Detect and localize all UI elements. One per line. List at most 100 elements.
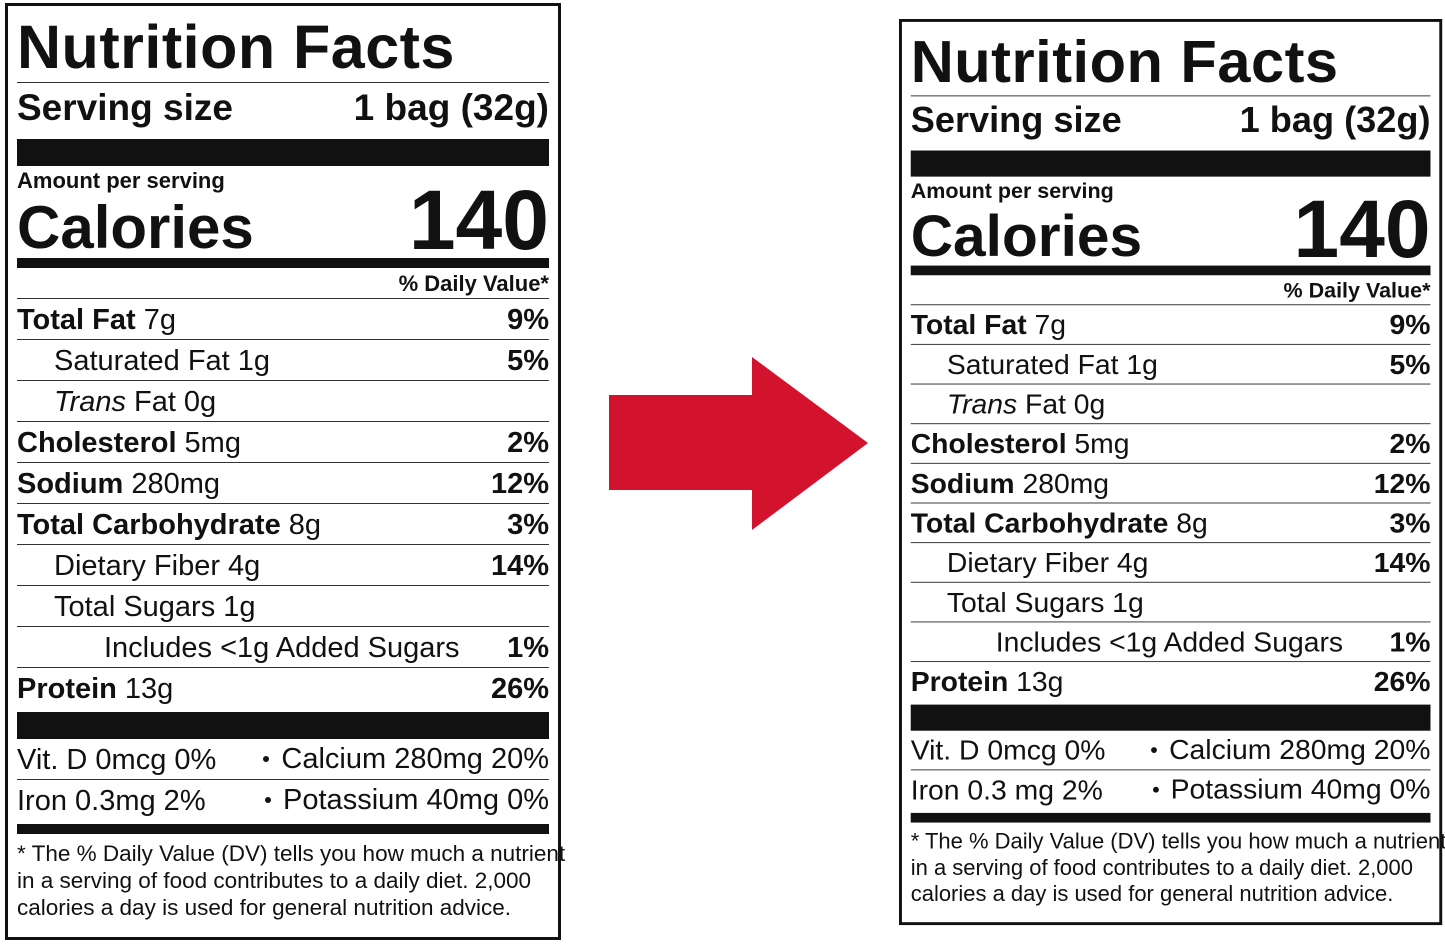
- nutrition-label: Nutrition Facts Serving size 1 bag (32g) Am…: [5, 3, 565, 940]
- nutrient: Total Sugars 1g: [947, 583, 1144, 622]
- nutrient-amount: 1g: [1112, 587, 1144, 619]
- footnote-line: calories a day is used for general nutri…: [17, 895, 512, 920]
- vitamin-text: Calcium 280mg 20%: [281, 743, 549, 775]
- calories-value: 140: [1293, 183, 1431, 275]
- divider: [17, 82, 549, 83]
- vitamin: Vit. D 0mcg 0%: [910, 735, 1106, 767]
- calories: Calories 140: [910, 188, 1431, 269]
- nutrient: Dietary Fiber 4g: [54, 545, 260, 585]
- vitamin-text: Potassium 40mg 0%: [1170, 774, 1431, 806]
- medium-bar: [17, 258, 549, 268]
- daily-value: 2%: [507, 427, 549, 459]
- vitamin-row: Iron 0.3 mg 2% Potassium 40mg 0%: [911, 770, 1431, 809]
- nutrient-row: Total Carbohydrate 8g 3%: [910, 502, 1431, 543]
- nutrient-name: Includes <1g Added Sugars: [995, 627, 1344, 659]
- vitamin-row: Vit. D 0mcg 0% Calcium 280mg 20%: [910, 731, 1431, 771]
- daily-value-header: % Daily Value*: [1283, 278, 1431, 303]
- nutrient-row: Total Fat 7g 9%: [17, 298, 549, 339]
- calories: Calories 140: [17, 178, 549, 262]
- nutrient-amount: 7g: [143, 304, 176, 336]
- daily-value: 9%: [507, 304, 549, 336]
- nutrient-name: Saturated Fat: [54, 345, 230, 377]
- nutrient-row: Protein 13g 26%: [17, 667, 549, 708]
- nutrient-amount: 1g: [1126, 349, 1158, 381]
- nutrient-amount: 13g: [124, 673, 174, 705]
- vitamin-row: Iron 0.3mg 2% Potassium 40mg 0%: [17, 780, 549, 820]
- nutrient-name: Dietary Fiber: [54, 550, 220, 582]
- serving-value: 1 bag (32g): [1239, 100, 1431, 140]
- nutrient-row: Total Sugars 1g: [910, 581, 1431, 622]
- medium-bar: [910, 265, 1431, 276]
- nutrient: Protein 13g: [911, 662, 1064, 701]
- nutrient-name: Dietary Fiber: [946, 547, 1110, 579]
- nutrient-amount: 0g: [1073, 389, 1106, 421]
- nutrient-amount: 1g: [223, 591, 256, 623]
- nutrient-name: Sodium: [910, 468, 1015, 500]
- nutrient-row: Sodium 280mg 12%: [910, 462, 1431, 503]
- nutrient: Cholesterol 5mg: [911, 424, 1130, 463]
- daily-value: 3%: [1389, 508, 1431, 540]
- nutrient-name: Saturated Fat: [946, 349, 1119, 381]
- nutrient-row: Cholesterol 5mg 2%: [910, 423, 1431, 463]
- nutrient-amount: 7g: [1034, 310, 1067, 342]
- nutrient: Trans Fat 0g: [947, 385, 1105, 424]
- nutrient-name-italic: Trans: [946, 389, 1018, 421]
- vitamin-text: Calcium 280mg 20%: [1169, 734, 1431, 766]
- vitamin: Potassium 40mg 0%: [265, 780, 549, 820]
- nutrient: Total Carbohydrate 8g: [911, 503, 1208, 542]
- nutrient-name: Protein: [910, 666, 1009, 698]
- nutrient-row: Saturated Fat 1g 5%: [910, 343, 1431, 384]
- nutrient-amount: 8g: [288, 509, 321, 541]
- calories-label: Calories: [910, 203, 1143, 269]
- nutrient: Sodium 280mg: [911, 464, 1109, 503]
- daily-value: 26%: [1373, 666, 1431, 698]
- nutrient: Cholesterol 5mg: [17, 422, 241, 462]
- nutrient-amount: 4g: [228, 550, 261, 582]
- nutrient-row: Total Carbohydrate 8g 3%: [17, 503, 549, 544]
- daily-value: 2%: [1389, 429, 1431, 460]
- daily-value: 9%: [1389, 310, 1431, 342]
- nutrient-amount: 4g: [1116, 547, 1149, 579]
- nutrient-name: Total Carbohydrate: [910, 508, 1169, 540]
- vitamin-text: Potassium 40mg 0%: [283, 784, 549, 816]
- daily-value: 5%: [507, 345, 549, 377]
- nutrient-row: Protein 13g 26%: [910, 661, 1431, 701]
- bullet: [1153, 786, 1159, 793]
- nutrient-amount: 1g: [237, 345, 270, 377]
- serving-value: 1 bag (32g): [353, 87, 549, 128]
- nutrient-name: Sodium: [17, 468, 124, 500]
- nutrient: Includes <1g Added Sugars: [104, 627, 460, 667]
- vitamin-row: Vit. D 0mcg 0% Calcium 280mg 20%: [17, 739, 549, 780]
- calories-value: 140: [408, 173, 549, 267]
- nutrient-row: Sodium 280mg 12%: [17, 462, 549, 503]
- nutrient-row: Total Sugars 1g: [17, 585, 549, 626]
- nutrient-name: Protein: [17, 673, 117, 705]
- nutrient-row: Includes <1g Added Sugars 1%: [910, 621, 1431, 661]
- medium-bar: [17, 824, 549, 834]
- daily-value: 1%: [507, 632, 549, 664]
- nutrient-name: Cholesterol: [17, 427, 177, 459]
- nutrient: Includes <1g Added Sugars: [996, 622, 1343, 661]
- vitamin: Iron 0.3mg 2%: [17, 785, 206, 817]
- daily-value: 14%: [490, 550, 549, 582]
- thick-bar: [17, 139, 549, 166]
- nutrient-name-italic: Trans: [54, 386, 126, 418]
- bullet: [1151, 747, 1158, 753]
- nutrient-name: Total Sugars: [946, 587, 1105, 619]
- nutrient: Dietary Fiber 4g: [947, 543, 1149, 582]
- nutrient-row: Trans Fat 0g: [910, 383, 1431, 424]
- nutrient: Sodium 280mg: [17, 463, 220, 503]
- vitamin: Calcium 280mg 20%: [263, 739, 549, 779]
- nutrient-name: Includes <1g Added Sugars: [104, 632, 460, 664]
- title: Nutrition Facts: [17, 13, 455, 81]
- nutrient-name: Fat: [1025, 389, 1066, 421]
- nutrient: Trans Fat 0g: [54, 381, 216, 421]
- nutrient-amount: 5mg: [1074, 429, 1130, 460]
- thick-bar: [910, 704, 1431, 731]
- nutrient-row: Includes <1g Added Sugars 1%: [17, 626, 549, 667]
- serving-size: Serving size 1 bag (32g): [17, 83, 549, 131]
- serving-size: Serving size 1 bag (32g): [911, 96, 1431, 142]
- footnote-line: in a serving of food contributes to a da…: [910, 855, 1413, 880]
